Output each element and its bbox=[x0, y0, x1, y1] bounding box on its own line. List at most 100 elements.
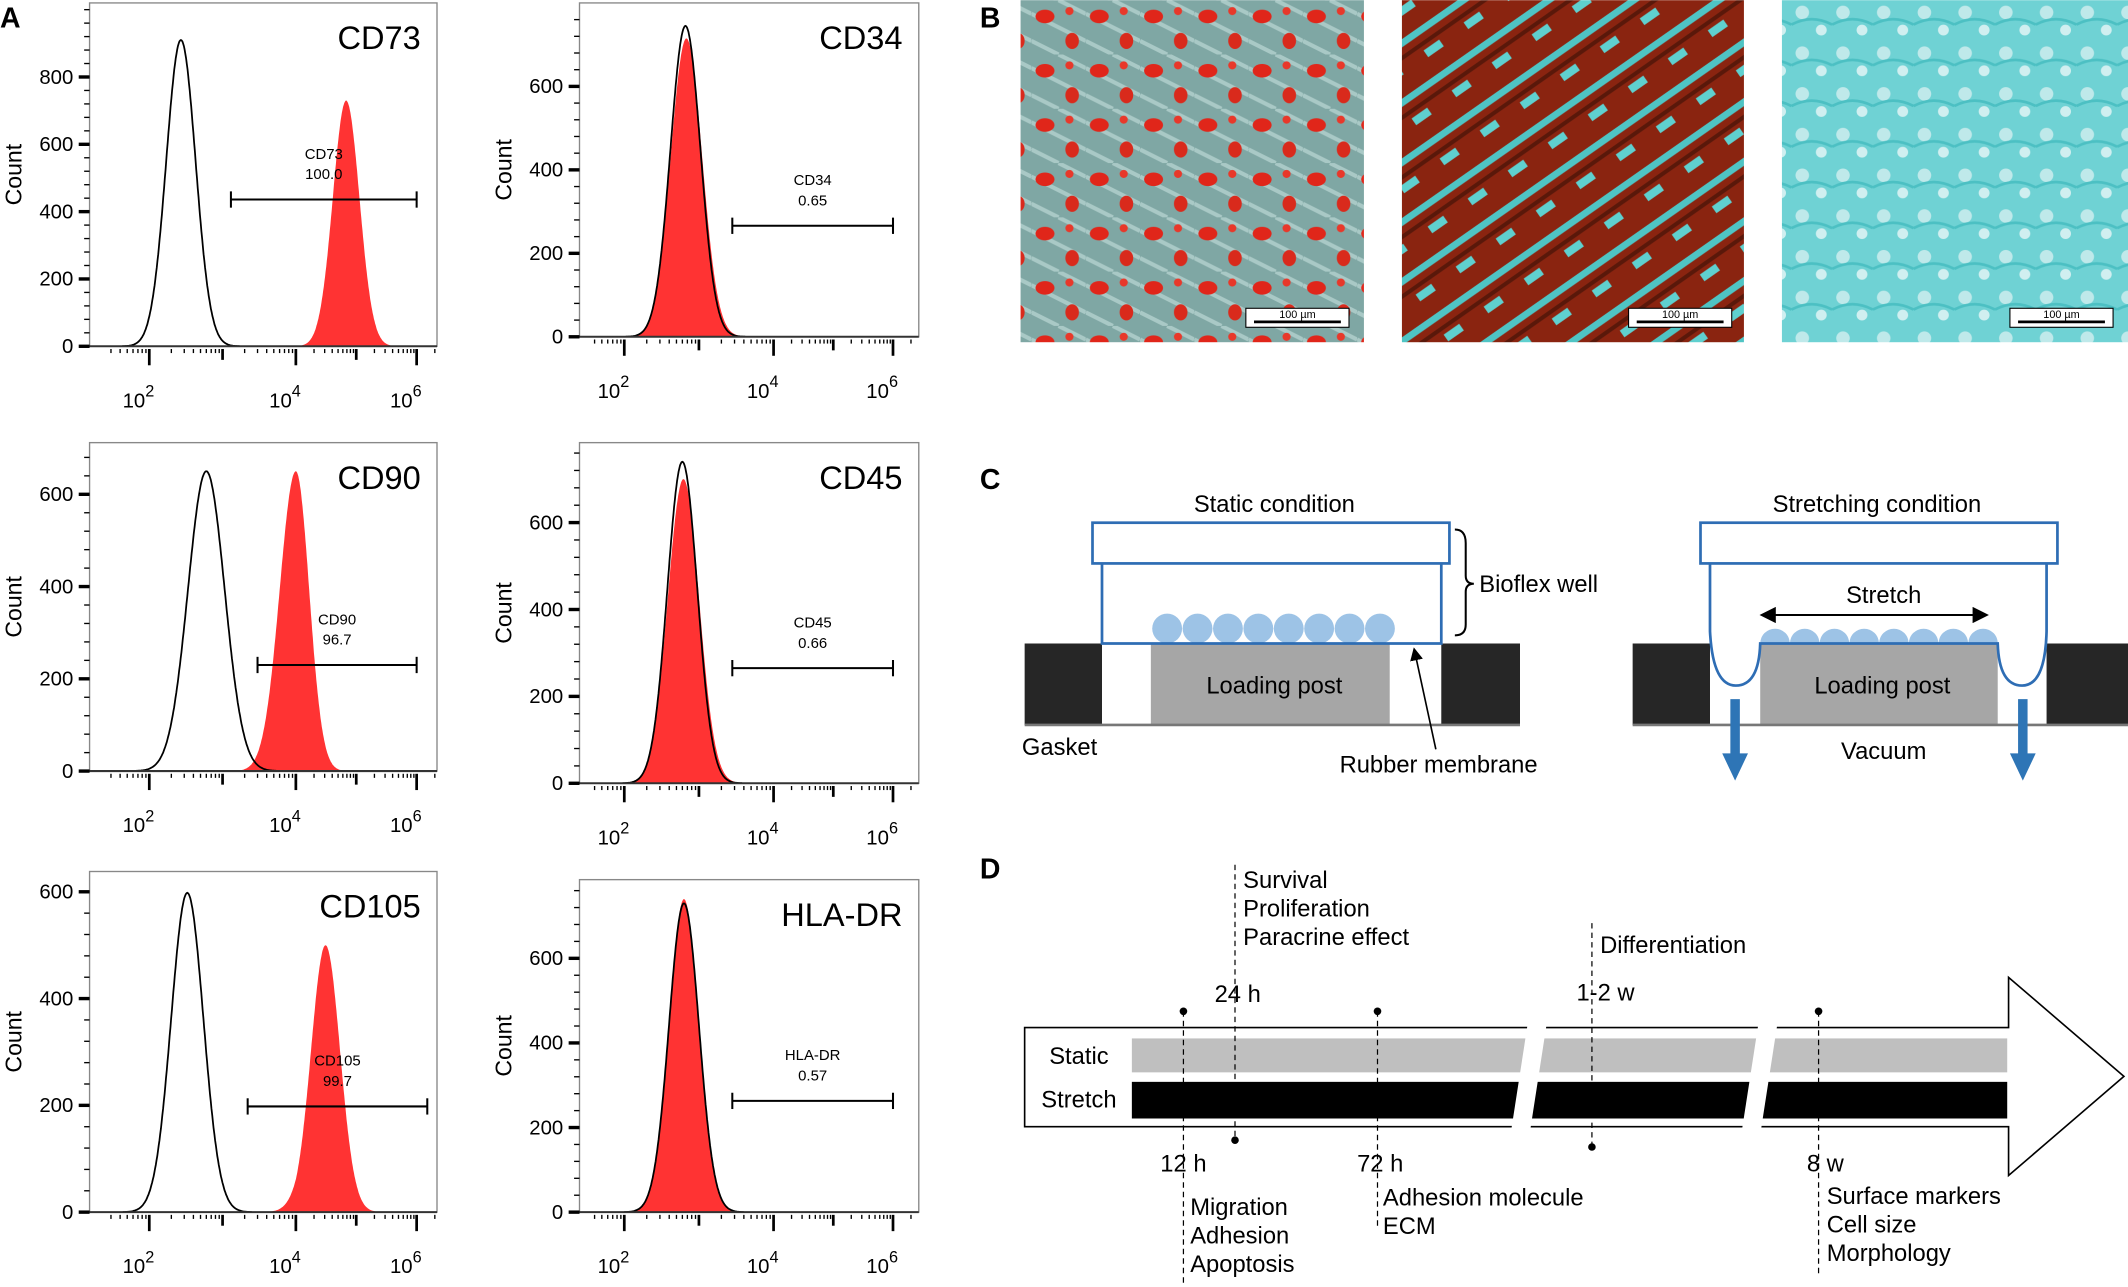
stained-histogram bbox=[620, 479, 747, 784]
gate-name: CD34 bbox=[794, 172, 832, 189]
x-tick-base: 10 bbox=[747, 827, 770, 849]
marker-dot bbox=[1373, 1007, 1382, 1016]
static-bar bbox=[1131, 1038, 2008, 1073]
gate-value: 0.57 bbox=[798, 1068, 827, 1085]
x-tick-exponent: 6 bbox=[889, 373, 898, 391]
well-wall bbox=[1100, 563, 1443, 645]
plot-frame bbox=[578, 878, 920, 1213]
micrograph-1: 100 µm bbox=[1020, 0, 1364, 343]
bioflex-label: Bioflex well bbox=[1479, 571, 1598, 598]
y-axis-label: Count bbox=[491, 582, 517, 644]
x-tick-base: 10 bbox=[747, 381, 770, 403]
scale-bar-label: 100 µm bbox=[1279, 309, 1315, 321]
isotype-histogram bbox=[625, 24, 746, 338]
x-tick-base: 10 bbox=[866, 381, 889, 403]
isotype-histogram bbox=[622, 460, 743, 785]
x-tick-label: 102 bbox=[598, 373, 630, 403]
x-tick-exponent: 2 bbox=[145, 383, 154, 401]
gate-value: 100.0 bbox=[305, 166, 342, 183]
gate-name: CD45 bbox=[794, 614, 832, 631]
cell bbox=[1879, 628, 1909, 644]
marker-item: Apoptosis bbox=[1190, 1251, 1294, 1278]
y-tick-label: 600 bbox=[529, 76, 563, 98]
x-tick-base: 10 bbox=[390, 815, 413, 837]
y-tick-label: 0 bbox=[62, 761, 73, 783]
gate-name: CD105 bbox=[314, 1053, 360, 1070]
cell bbox=[1760, 628, 1790, 644]
y-tick-label: 400 bbox=[39, 201, 73, 223]
y-tick-label: 0 bbox=[552, 1202, 563, 1224]
gate-name: CD90 bbox=[318, 611, 356, 628]
marker-dot bbox=[1231, 1136, 1239, 1145]
x-tick-base: 10 bbox=[123, 815, 146, 837]
static-title: Static condition bbox=[1194, 491, 1355, 518]
x-tick-label: 102 bbox=[123, 383, 155, 413]
cell bbox=[1152, 613, 1183, 644]
y-tick-label: 400 bbox=[529, 1033, 563, 1055]
marker-dot bbox=[1814, 1007, 1823, 1016]
gate-value: 0.65 bbox=[798, 192, 827, 209]
x-tick-label: 104 bbox=[747, 820, 779, 850]
stretch-label: Stretch bbox=[1846, 582, 1921, 609]
x-tick-base: 10 bbox=[390, 390, 413, 412]
y-axis-label: Count bbox=[1, 575, 27, 637]
cell bbox=[1789, 628, 1820, 644]
x-tick-exponent: 2 bbox=[620, 1248, 629, 1266]
stretch-bar bbox=[1131, 1081, 2008, 1119]
plot-frame bbox=[578, 2, 920, 338]
y-tick-label: 600 bbox=[39, 134, 73, 156]
brace bbox=[1454, 528, 1474, 637]
cell bbox=[1182, 613, 1213, 644]
y-tick-label: 0 bbox=[62, 336, 73, 358]
marker-item: Survival bbox=[1243, 867, 1327, 894]
gate-name: CD73 bbox=[305, 146, 343, 163]
micrographs: 100 µm 100 µm 100 µm bbox=[1020, 0, 2128, 343]
y-tick-label: 400 bbox=[39, 988, 73, 1010]
cells bbox=[1760, 628, 1998, 644]
x-tick-exponent: 4 bbox=[770, 1248, 779, 1266]
stained-histogram bbox=[624, 899, 744, 1213]
x-tick-base: 10 bbox=[866, 1256, 889, 1278]
y-tick-label: 600 bbox=[529, 512, 563, 534]
timeline: Static Stretch 12 h MigrationAdhesionApop… bbox=[1023, 864, 2126, 1287]
loading-post-label: Loading post bbox=[1206, 673, 1342, 700]
row-label-stretch: Stretch bbox=[1041, 1087, 1116, 1114]
x-tick-label: 106 bbox=[866, 820, 898, 850]
x-tick-exponent: 4 bbox=[292, 807, 301, 825]
gasket-left bbox=[1024, 643, 1102, 725]
isotype-histogram bbox=[122, 38, 240, 348]
marker-time: 1-2 w bbox=[1576, 979, 1635, 1006]
y-tick-label: 400 bbox=[529, 599, 563, 621]
y-tick-label: 200 bbox=[529, 243, 563, 265]
loading-post bbox=[1760, 643, 1998, 725]
cell bbox=[1213, 613, 1243, 644]
histogram-title: CD73 bbox=[337, 20, 420, 56]
panel-label-c: C bbox=[980, 464, 1001, 496]
marker-item: Proliferation bbox=[1243, 895, 1370, 922]
x-tick-label: 106 bbox=[390, 1248, 422, 1278]
vacuum-arrow-left bbox=[1722, 699, 1748, 781]
x-tick-label: 102 bbox=[598, 820, 630, 850]
vacuum-arrow-right bbox=[2009, 699, 2036, 781]
marker-time: 72 h bbox=[1357, 1150, 1403, 1177]
x-tick-base: 10 bbox=[866, 827, 889, 849]
y-axis-label: Count bbox=[491, 1015, 517, 1077]
marker-time: 8 w bbox=[1807, 1150, 1845, 1177]
micrograph-3: 100 µm bbox=[1781, 0, 2128, 343]
x-tick-exponent: 4 bbox=[770, 373, 779, 391]
micrograph-2: 100 µm bbox=[1401, 0, 1744, 343]
x-tick-base: 10 bbox=[747, 1256, 770, 1278]
x-tick-label: 104 bbox=[269, 1248, 301, 1278]
well-rim bbox=[1699, 521, 2059, 565]
gasket-right bbox=[1441, 643, 1520, 725]
x-tick-base: 10 bbox=[269, 390, 292, 412]
x-tick-label: 104 bbox=[747, 373, 779, 403]
x-tick-label: 102 bbox=[598, 1248, 630, 1278]
